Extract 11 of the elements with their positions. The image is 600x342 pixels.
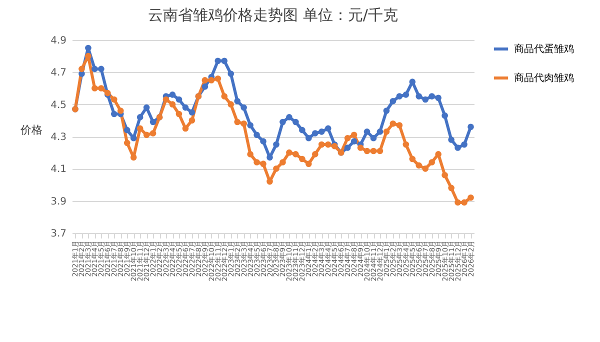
- y-tick-label: 4.5: [50, 100, 66, 111]
- y-tick-label: 3.9: [50, 196, 66, 208]
- y-tick-label: 4.3: [50, 132, 66, 143]
- y-tick-label: 3.7: [50, 228, 66, 240]
- y-tick-label: 4.1: [50, 164, 66, 176]
- chart-title: 云南省雏鸡价格走势图 单位：元/千克: [148, 6, 398, 24]
- legend-label: 商品代蛋雏鸡: [514, 43, 574, 55]
- y-axis-title: 价格: [20, 124, 42, 136]
- y-tick-label: 4.9: [50, 36, 66, 46]
- legend-label: 商品代肉雏鸡: [514, 72, 574, 84]
- y-tick-label: 4.7: [50, 68, 66, 79]
